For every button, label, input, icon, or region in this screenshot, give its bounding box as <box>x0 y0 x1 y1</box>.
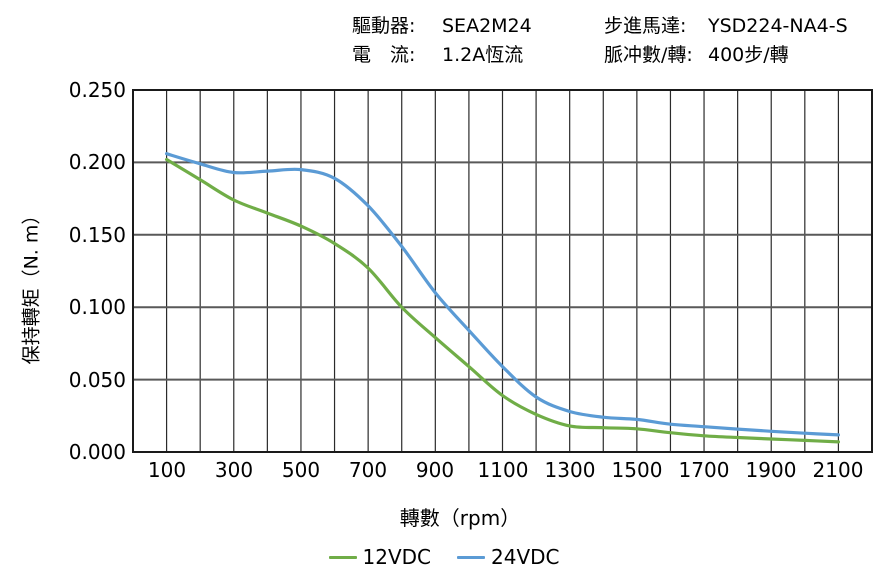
series-line-24vdc <box>165 152 840 437</box>
current-label: 電 流: <box>352 44 416 66</box>
series-line-12vdc <box>165 157 840 444</box>
pulses-value: 400步/轉 <box>708 44 789 66</box>
legend-swatch-24vdc <box>457 555 485 559</box>
motor-value: YSD224-NA4-S <box>708 15 848 37</box>
x-tick-label: 700 <box>348 458 388 482</box>
legend-item-24vdc: 24VDC <box>457 545 560 569</box>
motor-label: 步進馬達: <box>604 15 687 37</box>
x-tick-label: 1900 <box>745 458 797 482</box>
legend-label-24vdc: 24VDC <box>491 545 560 569</box>
header-item-current: 電 流: 1.2A恆流 <box>352 41 604 70</box>
x-tick-label: 2100 <box>812 458 864 482</box>
y-tick-label: 0.000 <box>68 440 126 464</box>
chart-header: 驅動器: SEA2M24 步進馬達: YSD224-NA4-S 電 流: 1.2… <box>352 12 882 70</box>
x-tick-label: 1300 <box>544 458 596 482</box>
header-item-pulses: 脈冲數/轉: 400步/轉 <box>604 41 882 70</box>
x-tick-label: 100 <box>147 458 187 482</box>
x-tick-label: 500 <box>281 458 321 482</box>
driver-label: 驅動器: <box>352 15 416 37</box>
x-tick-label: 300 <box>214 458 254 482</box>
legend: 12VDC 24VDC <box>0 545 888 569</box>
y-tick-label: 0.150 <box>68 223 126 247</box>
current-value: 1.2A恆流 <box>442 44 524 66</box>
legend-label-12vdc: 12VDC <box>362 545 432 569</box>
x-tick-label: 1500 <box>611 458 663 482</box>
legend-item-12vdc: 12VDC <box>328 545 432 569</box>
y-tick-label: 0.050 <box>68 368 126 392</box>
x-tick-label: 900 <box>415 458 455 482</box>
y-tick-label: 0.200 <box>68 150 126 174</box>
y-tick-label: 0.100 <box>68 295 126 319</box>
y-tick-label: 0.250 <box>68 78 126 102</box>
driver-value: SEA2M24 <box>442 15 532 37</box>
header-item-motor: 步進馬達: YSD224-NA4-S <box>604 12 882 41</box>
legend-swatch-12vdc <box>328 555 357 559</box>
y-axis-title: 保持轉矩（N. m） <box>20 205 43 365</box>
x-tick-label: 1700 <box>678 458 730 482</box>
header-item-driver: 驅動器: SEA2M24 <box>352 12 604 41</box>
pulses-label: 脈冲數/轉: <box>604 44 693 66</box>
x-tick-label: 1100 <box>477 458 529 482</box>
x-axis-title: 轉數（rpm） <box>399 506 521 530</box>
